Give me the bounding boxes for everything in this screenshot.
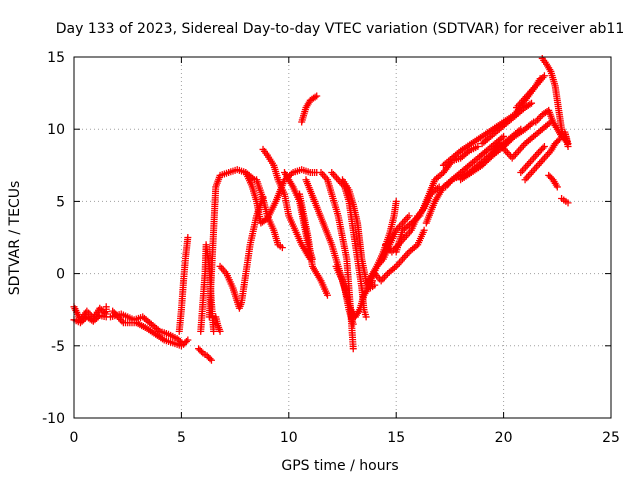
series-arc-26 <box>392 143 482 256</box>
grid <box>74 57 611 418</box>
data-point <box>564 143 572 151</box>
data-point <box>184 336 192 344</box>
data-point <box>197 348 205 356</box>
y-tick-label: 10 <box>47 122 65 138</box>
y-tick-label: 5 <box>56 194 65 210</box>
data-point <box>500 132 508 140</box>
series-arc-24 <box>371 226 428 285</box>
y-tick-label: -10 <box>42 411 65 427</box>
data-point <box>474 143 482 151</box>
series-arc-34 <box>517 143 548 177</box>
data-point <box>109 307 117 315</box>
series-arc-13 <box>259 145 314 263</box>
series-arc-05 <box>175 234 192 335</box>
data-point <box>371 281 379 289</box>
y-tick-label: 15 <box>47 50 65 66</box>
data-point <box>323 291 331 299</box>
series-arc-33 <box>512 75 544 112</box>
series-arc-10 <box>216 193 267 312</box>
series-arc-35 <box>538 54 568 140</box>
data-point <box>554 137 562 145</box>
series-arc-31 <box>478 99 536 148</box>
data-point <box>564 199 572 207</box>
data-point <box>349 345 357 353</box>
x-tick-label: 10 <box>280 430 298 446</box>
data-point <box>405 212 413 220</box>
series-arc-04 <box>109 307 185 350</box>
y-tick-label: -5 <box>51 339 65 355</box>
data-point <box>526 100 534 108</box>
series-arc-19 <box>328 169 370 321</box>
data-point <box>102 303 110 311</box>
x-tick-label: 25 <box>602 430 620 446</box>
data-point <box>206 355 214 363</box>
data-point <box>536 75 544 83</box>
plot-points <box>70 54 572 364</box>
data-point <box>553 183 561 191</box>
series-arc-09 <box>212 313 224 335</box>
data-point <box>115 314 123 322</box>
data-point <box>313 92 321 100</box>
series-arc-15 <box>296 190 331 299</box>
x-tick-label: 5 <box>177 430 186 446</box>
data-point <box>116 315 124 323</box>
series-arc-08 <box>205 166 258 321</box>
data-point <box>182 337 190 345</box>
series-arc-21 <box>339 176 379 292</box>
chart-title: Day 133 of 2023, Sidereal Day-to-day VTE… <box>56 21 625 37</box>
data-point <box>210 327 218 335</box>
data-point <box>278 244 286 252</box>
x-tick-label: 20 <box>495 430 513 446</box>
data-point <box>177 342 185 350</box>
y-tick-labels: -10 -5 0 5 10 15 <box>42 50 65 427</box>
data-point <box>540 143 548 151</box>
x-tick-label: 15 <box>387 430 405 446</box>
series-arc-06 <box>195 345 215 364</box>
data-point <box>392 197 400 205</box>
x-tick-labels: 0 5 10 15 20 25 <box>70 430 620 446</box>
data-point <box>528 99 536 107</box>
data-point <box>94 313 102 321</box>
y-tick-label: 0 <box>56 267 65 283</box>
series-arc-12 <box>253 176 286 252</box>
data-point <box>113 312 121 320</box>
series-arc-39 <box>558 195 572 207</box>
data-point <box>311 93 319 101</box>
axis-ticks <box>73 56 612 419</box>
data-point <box>362 313 370 321</box>
y-axis-label: SDTVAR / TECUs <box>7 181 23 296</box>
series-arc-23 <box>366 212 413 285</box>
x-axis-label: GPS time / hours <box>281 458 398 474</box>
series-arc-36 <box>521 135 563 184</box>
data-point <box>110 309 118 317</box>
series-arc-38 <box>545 171 561 191</box>
series-arc-16 <box>298 92 321 126</box>
series-arc-18 <box>317 169 357 353</box>
data-point <box>540 72 548 80</box>
data-point <box>539 144 547 152</box>
series-arc-30 <box>457 118 538 184</box>
data-point <box>112 310 120 318</box>
series-arc-32 <box>489 118 555 162</box>
series-arc-02 <box>70 311 110 327</box>
data-point <box>207 356 215 364</box>
data-point <box>420 226 428 234</box>
data-point <box>184 234 192 241</box>
x-tick-label: 0 <box>70 430 79 446</box>
plot-frame <box>73 56 612 419</box>
data-point <box>118 317 126 325</box>
series-arc-37 <box>532 106 572 151</box>
data-point <box>216 327 224 335</box>
